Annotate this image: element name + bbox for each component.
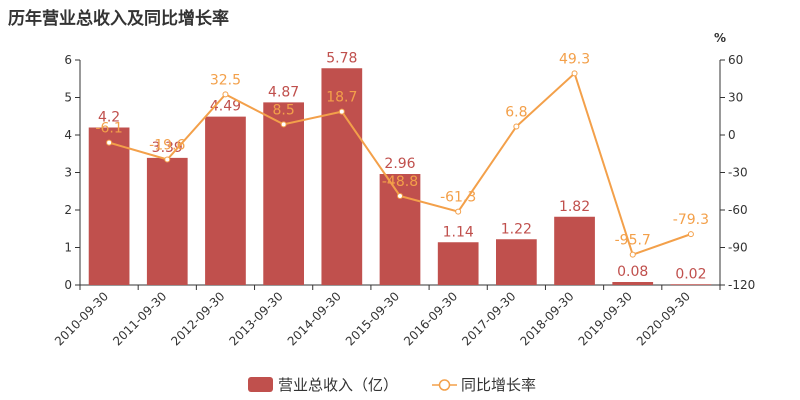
growth-rate-point bbox=[222, 91, 229, 98]
bar bbox=[263, 102, 304, 285]
bar bbox=[205, 116, 246, 285]
right-tick-label: -30 bbox=[728, 166, 748, 180]
bar-value-label: 5.78 bbox=[326, 50, 357, 66]
growth-rate-point bbox=[280, 121, 287, 128]
growth-rate-label: 18.7 bbox=[326, 90, 357, 106]
growth-rate-label: 8.5 bbox=[273, 102, 295, 118]
left-tick-label: 1 bbox=[64, 241, 72, 255]
growth-rate-label: 49.3 bbox=[559, 51, 590, 67]
bar bbox=[612, 282, 654, 285]
bar-value-label: 2.96 bbox=[384, 156, 415, 172]
growth-rate-label: 32.5 bbox=[210, 72, 241, 88]
bar bbox=[496, 239, 537, 285]
chart-title: 历年营业总收入及同比增长率 bbox=[8, 9, 229, 29]
bar bbox=[88, 127, 130, 285]
x-tick-label: 2011-09-30 bbox=[110, 289, 169, 348]
bar-value-label: 0.02 bbox=[675, 266, 706, 282]
bar-value-label: 0.08 bbox=[617, 264, 648, 280]
growth-rate-point bbox=[397, 193, 403, 199]
growth-rate-point bbox=[106, 139, 113, 146]
right-tick-label: 60 bbox=[728, 53, 743, 67]
growth-rate-label: -95.7 bbox=[615, 233, 651, 249]
bar-value-label: 4.2 bbox=[98, 110, 120, 126]
right-tick-label: -120 bbox=[728, 278, 755, 292]
x-tick-label: 2019-09-30 bbox=[576, 289, 635, 348]
x-tick-label: 2010-09-30 bbox=[52, 289, 111, 348]
left-tick-label: 5 bbox=[64, 91, 72, 105]
growth-rate-label: -79.3 bbox=[673, 212, 709, 228]
growth-rate-point bbox=[513, 123, 520, 130]
left-tick-label: 4 bbox=[64, 128, 72, 142]
right-axis-unit: % bbox=[714, 31, 726, 45]
growth-rate-point bbox=[455, 208, 462, 215]
bar-value-label: 1.82 bbox=[559, 199, 590, 215]
legend-line-label: 同比增长率 bbox=[461, 376, 536, 394]
bar bbox=[554, 216, 595, 285]
growth-rate-point bbox=[164, 156, 171, 163]
right-tick-label: 0 bbox=[728, 128, 736, 142]
left-tick-label: 6 bbox=[64, 53, 72, 67]
bar bbox=[146, 157, 188, 285]
growth-rate-label: -48.8 bbox=[382, 174, 418, 190]
legend-line-marker bbox=[438, 379, 451, 391]
legend-bar-label: 营业总收入（亿） bbox=[278, 376, 398, 394]
bar-value-label: 1.22 bbox=[501, 221, 532, 237]
growth-rate-point bbox=[629, 251, 636, 258]
growth-rate-point bbox=[687, 231, 694, 238]
x-tick-label: 2013-09-30 bbox=[227, 289, 286, 348]
bar-value-label: 4.87 bbox=[268, 84, 299, 100]
legend-bar-swatch bbox=[248, 377, 273, 392]
bar bbox=[670, 284, 712, 286]
growth-rate-point bbox=[338, 108, 345, 115]
bar bbox=[379, 174, 421, 285]
x-tick-label: 2020-09-30 bbox=[634, 289, 693, 348]
left-tick-label: 2 bbox=[64, 203, 72, 217]
bar bbox=[437, 242, 479, 285]
growth-rate-point bbox=[571, 70, 578, 77]
left-tick-label: 3 bbox=[64, 166, 72, 180]
growth-rate-label: -6.1 bbox=[95, 121, 122, 137]
bar-value-label: 1.14 bbox=[443, 224, 474, 240]
right-tick-label: -90 bbox=[728, 241, 748, 255]
growth-rate-label: -19.6 bbox=[149, 138, 185, 154]
bar bbox=[321, 68, 363, 285]
right-tick-label: 30 bbox=[728, 91, 743, 105]
left-tick-label: 0 bbox=[64, 278, 72, 292]
growth-rate-label: 6.8 bbox=[505, 105, 527, 121]
x-tick-label: 2017-09-30 bbox=[459, 289, 518, 348]
x-tick-label: 2016-09-30 bbox=[401, 289, 460, 348]
x-tick-label: 2012-09-30 bbox=[168, 289, 227, 348]
x-tick-label: 2014-09-30 bbox=[285, 289, 344, 348]
right-tick-label: -60 bbox=[728, 203, 748, 217]
growth-rate-label: -61.3 bbox=[440, 190, 476, 206]
x-tick-label: 2018-09-30 bbox=[517, 289, 576, 348]
x-tick-label: 2015-09-30 bbox=[343, 289, 402, 348]
